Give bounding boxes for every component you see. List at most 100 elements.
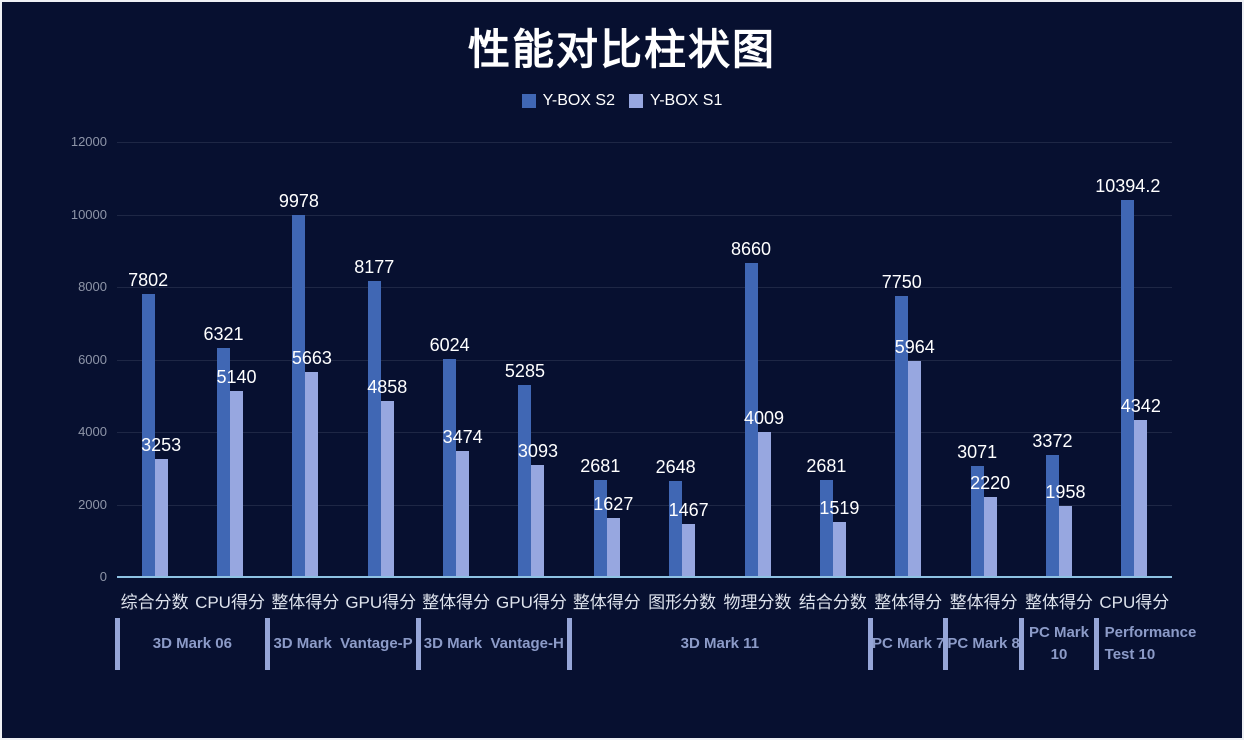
grid-line <box>117 287 1172 288</box>
bar-ybox-s1 <box>305 371 319 577</box>
bar-ybox-s1 <box>757 431 771 577</box>
bar-ybox-s2 <box>518 385 532 577</box>
value-label-s1: 3093 <box>517 440 558 461</box>
grid-line <box>117 142 1172 143</box>
legend: Y-BOX S2 Y-BOX S1 <box>2 92 1242 110</box>
value-label-s2: 3372 <box>1032 430 1073 451</box>
category-label: GPU得分 <box>496 593 567 612</box>
group-label: 3D Mark Vantage-H <box>423 634 564 652</box>
bar-ybox-s1 <box>380 400 394 577</box>
legend-swatch-icon <box>629 94 643 108</box>
value-label-s2: 8177 <box>354 256 395 277</box>
x-axis-line <box>117 576 1172 578</box>
value-label-s2: 2681 <box>580 455 621 476</box>
value-label-s2: 2681 <box>806 455 847 476</box>
bar-ybox-s2 <box>744 263 758 577</box>
value-label-s1: 1958 <box>1045 482 1086 503</box>
group-label: 3D Mark 06 <box>152 634 232 652</box>
bar-ybox-s1 <box>606 518 620 577</box>
y-axis-tick-label: 0 <box>99 569 107 584</box>
bar-ybox-s2 <box>669 481 683 577</box>
group-separator <box>868 618 874 670</box>
value-label-s2: 6024 <box>429 334 470 355</box>
value-label-s1: 1519 <box>819 497 860 518</box>
y-axis-tick-label: 12000 <box>70 134 107 149</box>
bar-ybox-s1 <box>682 523 696 577</box>
group-separator <box>1018 618 1024 670</box>
bar-ybox-s2 <box>292 215 306 577</box>
bar-ybox-s2 <box>895 296 909 577</box>
category-label: 整体得分 <box>1024 593 1093 612</box>
value-label-s2: 7750 <box>881 272 922 293</box>
category-label: CPU得分 <box>195 593 265 612</box>
y-axis-tick-label: 4000 <box>78 424 107 439</box>
bar-ybox-s2 <box>217 347 231 577</box>
value-label-s2: 6321 <box>203 323 244 344</box>
legend-item-y-box-s2[interactable]: Y-BOX S2 <box>521 92 615 110</box>
legend-label: Y-BOX S2 <box>542 92 615 109</box>
grid-line <box>117 359 1172 361</box>
category-label: 物理分数 <box>723 593 792 612</box>
bar-ybox-s1 <box>832 521 846 577</box>
grid-line <box>117 432 1172 433</box>
value-label-s1: 5663 <box>291 347 332 368</box>
value-label-s1: 2220 <box>970 472 1011 493</box>
category-label: CPU得分 <box>1099 593 1170 612</box>
category-label: 图形分数 <box>648 593 717 612</box>
grid-line <box>117 504 1172 506</box>
value-label-s2: 8660 <box>731 239 772 260</box>
legend-item-y-box-s1[interactable]: Y-BOX S1 <box>629 92 722 110</box>
value-label-s1: 4342 <box>1120 395 1161 416</box>
bar-ybox-s1 <box>230 390 244 577</box>
group-label: 3D Mark Vantage-P <box>273 634 413 652</box>
bar-ybox-s1 <box>908 360 922 577</box>
group-separator <box>265 618 271 670</box>
value-label-s2: 5285 <box>504 361 545 382</box>
value-label-s2: 10394.2 <box>1095 176 1161 197</box>
y-axis-tick-label: 6000 <box>78 351 107 367</box>
value-label-s1: 3474 <box>442 427 483 448</box>
group-separator <box>114 618 120 670</box>
bar-ybox-s2 <box>593 479 607 577</box>
value-label-s2: 9978 <box>278 191 319 212</box>
bar-ybox-s1 <box>1058 506 1072 577</box>
bar-ybox-s2 <box>367 280 381 577</box>
legend-swatch-icon <box>521 94 536 108</box>
value-label-s2: 7802 <box>128 270 169 291</box>
bar-ybox-s2 <box>970 465 984 577</box>
group-separator <box>415 618 421 670</box>
group-label: PC Mark 7 <box>871 634 945 652</box>
value-label-s1: 1627 <box>593 494 634 515</box>
category-label: 整体得分 <box>572 593 641 612</box>
category-label: 整体得分 <box>874 593 943 612</box>
value-label-s1: 5140 <box>216 366 257 387</box>
bar-ybox-s1 <box>531 464 545 577</box>
category-label: 综合分数 <box>120 593 189 612</box>
category-label: 整体得分 <box>949 593 1018 612</box>
group-label: PC Mark 10 <box>1028 623 1094 664</box>
bar-ybox-s2 <box>1045 454 1059 577</box>
group-label: 3D Mark 11 <box>680 634 760 652</box>
value-label-s1: 4009 <box>744 407 785 428</box>
category-label: 结合分数 <box>798 593 867 612</box>
y-axis-tick-label: 10000 <box>70 206 107 222</box>
value-label-s1: 4858 <box>367 376 408 397</box>
y-axis-tick-label: 2000 <box>78 496 107 512</box>
y-axis-tick-label: 8000 <box>78 279 107 294</box>
bar-ybox-s2 <box>1121 200 1135 577</box>
bar-ybox-s1 <box>154 459 168 577</box>
bar-ybox-s2 <box>141 294 155 577</box>
group-separator <box>1094 618 1100 670</box>
legend-label: Y-BOX S1 <box>650 92 723 109</box>
bar-ybox-s1 <box>1134 419 1148 577</box>
value-label-s2: 3071 <box>957 441 998 462</box>
value-label-s1: 3253 <box>141 435 182 456</box>
category-label: GPU得分 <box>345 593 417 612</box>
group-label: Performance Test 10 <box>1104 623 1201 664</box>
value-label-s1: 5964 <box>894 336 935 357</box>
group-separator <box>566 618 572 670</box>
group-label: PC Mark 8 <box>947 634 1020 652</box>
value-label-s1: 1467 <box>668 499 709 520</box>
bar-ybox-s1 <box>456 451 470 577</box>
